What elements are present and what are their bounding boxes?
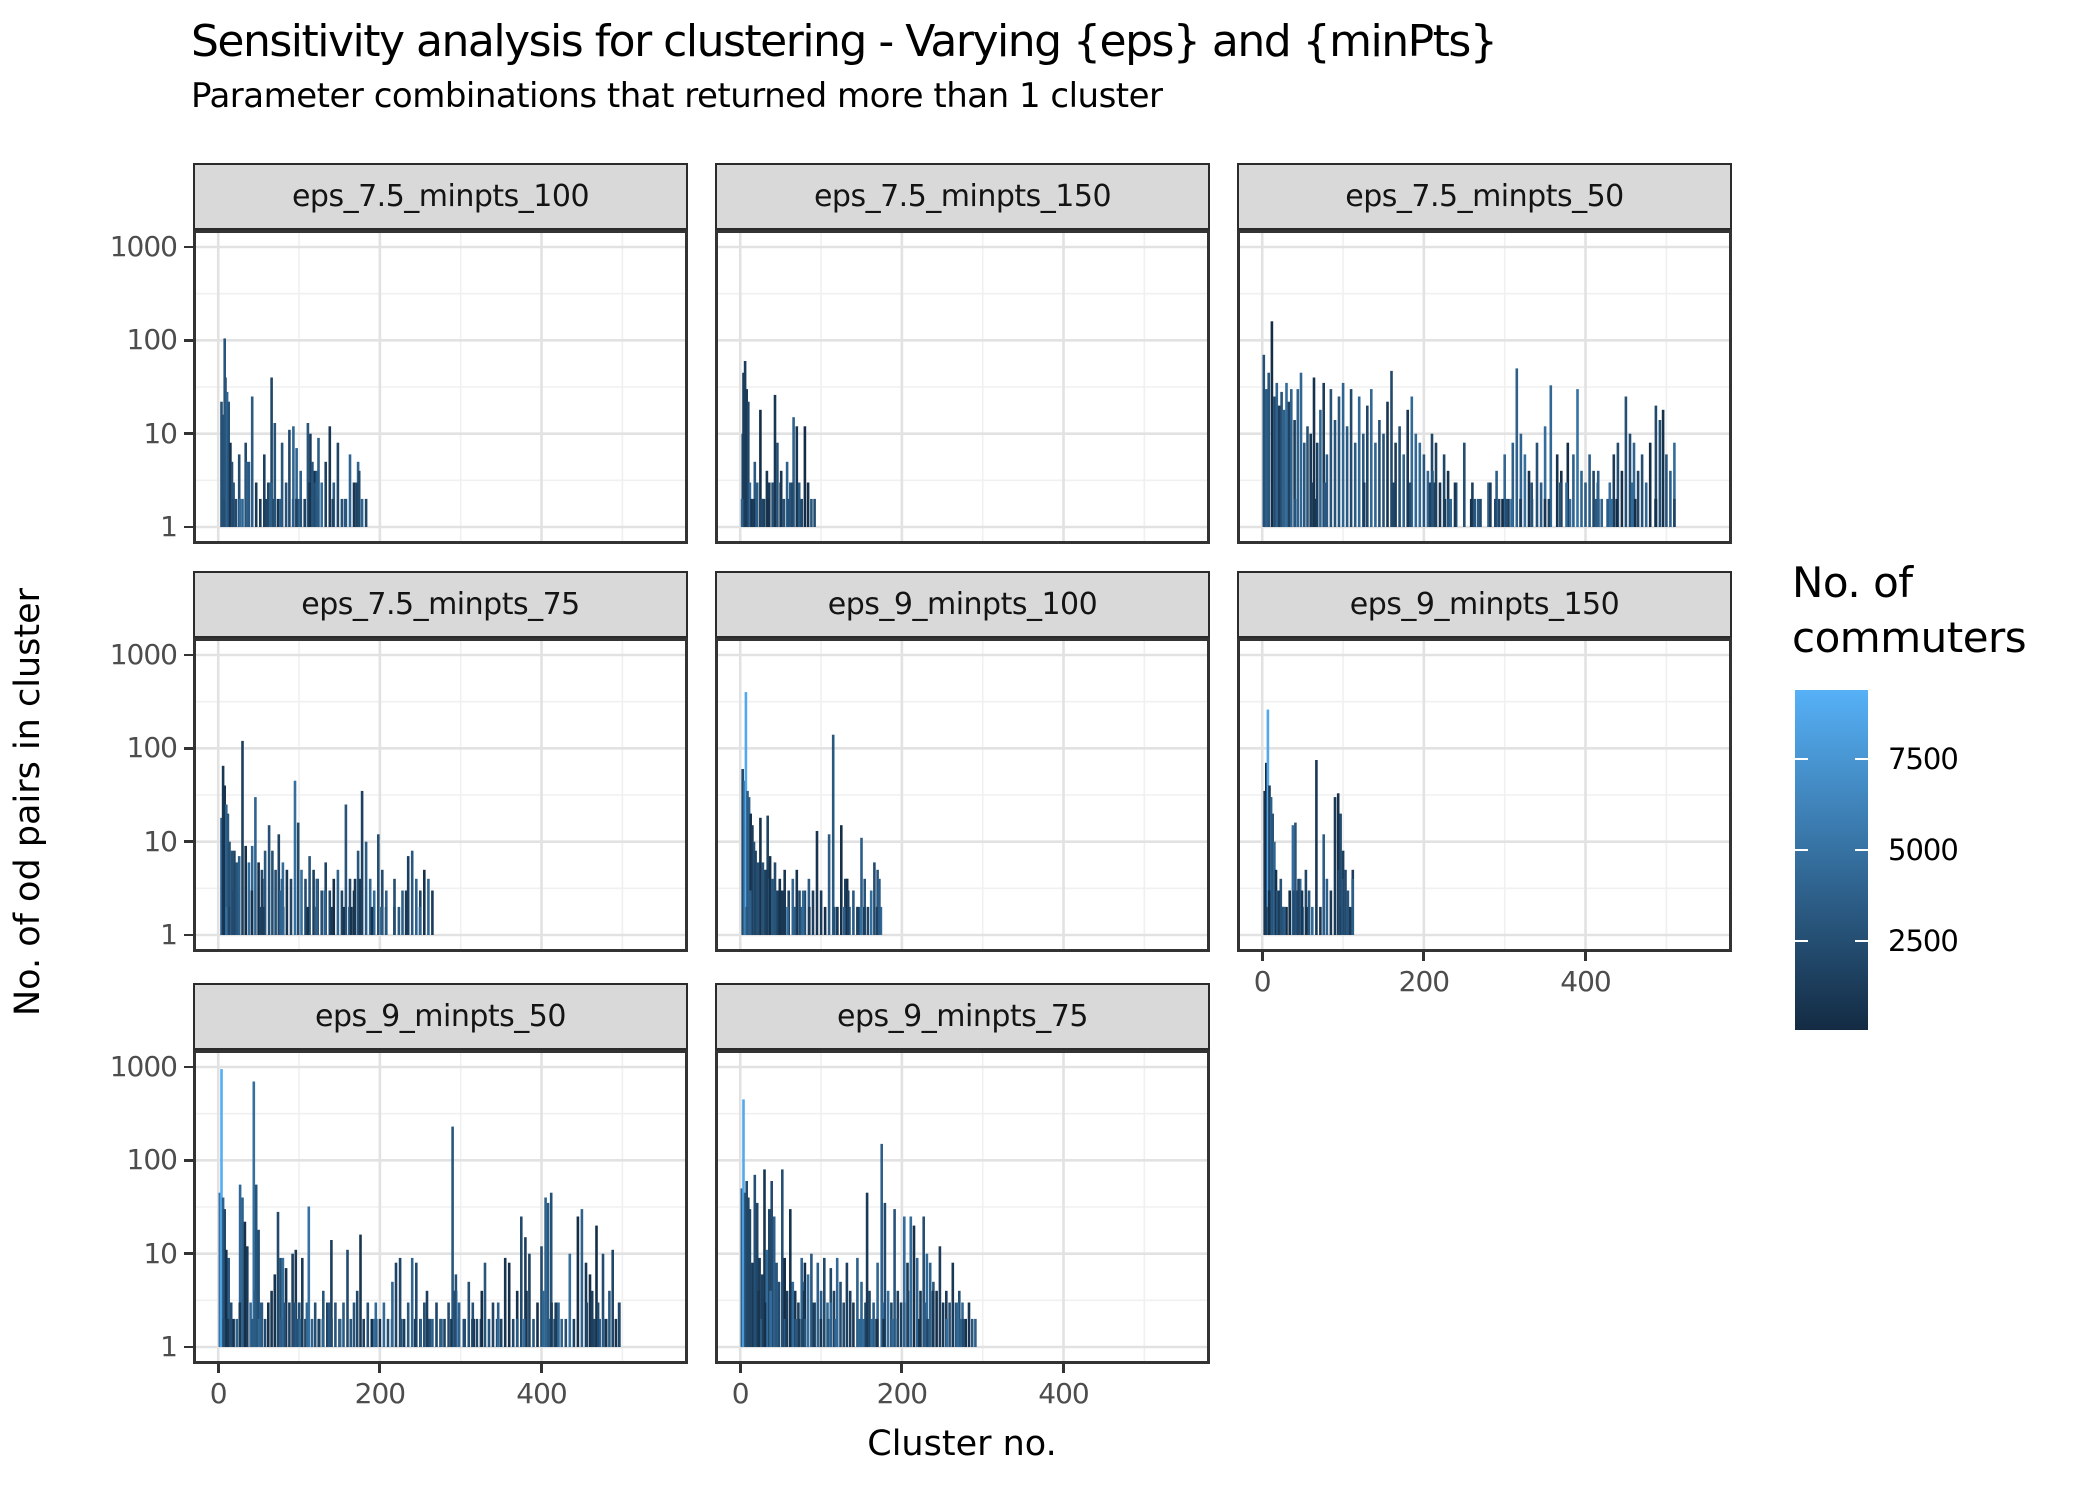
bars bbox=[740, 361, 816, 527]
facet-strip-label: eps_7.5_minpts_100 bbox=[291, 179, 590, 214]
facet-strip-label: eps_7.5_minpts_150 bbox=[813, 179, 1112, 214]
facet-plot bbox=[718, 641, 1207, 949]
facet-strip: eps_9_minpts_100 bbox=[715, 571, 1210, 638]
facet-strip-label: eps_9_minpts_150 bbox=[1349, 587, 1620, 622]
facet-strip-label: eps_7.5_minpts_50 bbox=[1345, 179, 1624, 214]
x-tick-label: 200 bbox=[1398, 965, 1450, 998]
x-tick-label: 400 bbox=[1560, 965, 1611, 998]
facet-strip: eps_9_minpts_50 bbox=[193, 983, 688, 1050]
y-tick bbox=[184, 933, 193, 937]
facet-panel bbox=[1237, 230, 1732, 544]
y-tick bbox=[184, 432, 193, 435]
x-tick bbox=[1062, 1364, 1066, 1373]
chart-subtitle: Parameter combinations that returned mor… bbox=[191, 76, 1163, 116]
legend-tick-label: 2500 bbox=[1888, 923, 1959, 958]
legend-tick bbox=[1795, 939, 1808, 942]
bars bbox=[218, 1069, 621, 1347]
y-tick-label: 100 bbox=[126, 731, 178, 765]
y-tick bbox=[184, 1252, 193, 1255]
x-tick bbox=[540, 1364, 544, 1373]
y-tick-label: 1000 bbox=[109, 1050, 178, 1083]
y-tick-label: 1000 bbox=[109, 230, 178, 263]
facet-panel bbox=[193, 638, 688, 952]
y-tick-label: 100 bbox=[126, 1143, 178, 1177]
x-tick bbox=[1260, 952, 1264, 961]
y-tick bbox=[184, 1065, 193, 1069]
legend-tick bbox=[1855, 939, 1868, 942]
bars bbox=[740, 1099, 977, 1347]
y-tick bbox=[184, 747, 193, 750]
facet-strip: eps_7.5_minpts_50 bbox=[1237, 163, 1732, 230]
legend-tick-label: 7500 bbox=[1888, 742, 1959, 777]
x-tick-label: 0 bbox=[731, 1377, 750, 1410]
x-tick bbox=[900, 1364, 904, 1373]
y-tick bbox=[184, 1345, 193, 1349]
facet-strip: eps_7.5_minpts_75 bbox=[193, 571, 688, 638]
legend-tick bbox=[1855, 849, 1868, 851]
x-tick-label: 400 bbox=[516, 1377, 567, 1410]
facet-plot bbox=[196, 1053, 685, 1361]
bars bbox=[220, 338, 368, 527]
y-tick-label: 100 bbox=[126, 323, 178, 357]
facet-strip: eps_7.5_minpts_100 bbox=[193, 163, 688, 230]
facet-plot bbox=[196, 233, 685, 541]
facet-plot bbox=[718, 1053, 1207, 1361]
y-tick-label: 10 bbox=[143, 416, 178, 450]
x-tick bbox=[1422, 952, 1426, 961]
legend-colorbar bbox=[1795, 690, 1868, 1030]
facet-strip: eps_9_minpts_150 bbox=[1237, 571, 1732, 638]
x-tick-label: 0 bbox=[209, 1377, 228, 1410]
facet-panel bbox=[193, 230, 688, 544]
facet-panel bbox=[715, 1050, 1210, 1364]
bars bbox=[1262, 321, 1676, 527]
y-tick bbox=[184, 1159, 193, 1162]
x-tick-label: 0 bbox=[1253, 965, 1272, 998]
y-tick-label: 10 bbox=[143, 1236, 178, 1270]
bars bbox=[1263, 709, 1355, 935]
facet-strip: eps_7.5_minpts_150 bbox=[715, 163, 1210, 230]
bars bbox=[220, 740, 434, 935]
bars bbox=[741, 692, 883, 935]
y-tick bbox=[184, 653, 193, 657]
facet-panel bbox=[193, 1050, 688, 1364]
y-axis-title: No. of od pairs in cluster bbox=[8, 587, 48, 1017]
facet-strip-label: eps_9_minpts_75 bbox=[837, 999, 1088, 1034]
y-tick-label: 10 bbox=[143, 824, 178, 858]
y-tick-label: 1000 bbox=[109, 638, 178, 671]
y-tick-label: 1 bbox=[160, 918, 178, 951]
x-tick bbox=[216, 1364, 220, 1373]
legend-tick bbox=[1795, 758, 1808, 761]
facet-panel bbox=[1237, 638, 1732, 952]
chart-title: Sensitivity analysis for clustering - Va… bbox=[191, 16, 1498, 67]
x-tick-label: 400 bbox=[1038, 1377, 1089, 1410]
facet-panel bbox=[715, 638, 1210, 952]
x-tick-label: 200 bbox=[876, 1377, 928, 1410]
x-axis-title: Cluster no. bbox=[867, 1424, 1057, 1464]
y-tick bbox=[184, 339, 193, 342]
x-tick bbox=[738, 1364, 742, 1373]
facet-plot bbox=[1240, 641, 1729, 949]
facet-strip: eps_9_minpts_75 bbox=[715, 983, 1210, 1050]
x-tick-label: 200 bbox=[354, 1377, 406, 1410]
facet-plot bbox=[718, 233, 1207, 541]
y-tick-label: 1 bbox=[160, 510, 178, 543]
facet-plot bbox=[196, 641, 685, 949]
facet-strip-label: eps_9_minpts_50 bbox=[315, 999, 566, 1034]
facet-strip-label: eps_7.5_minpts_75 bbox=[301, 587, 580, 622]
facet-strip-label: eps_9_minpts_100 bbox=[827, 587, 1098, 622]
legend-tick bbox=[1795, 849, 1808, 851]
legend-tick bbox=[1855, 758, 1868, 761]
legend-title: No. of commuters bbox=[1792, 558, 2027, 662]
y-tick-label: 1 bbox=[160, 1330, 178, 1363]
facet-panel bbox=[715, 230, 1210, 544]
facet-plot bbox=[1240, 233, 1729, 541]
y-tick bbox=[184, 245, 193, 249]
y-tick bbox=[184, 525, 193, 529]
legend-tick-label: 5000 bbox=[1888, 833, 1959, 867]
x-tick bbox=[378, 1364, 382, 1373]
y-tick bbox=[184, 840, 193, 843]
x-tick bbox=[1584, 952, 1588, 961]
